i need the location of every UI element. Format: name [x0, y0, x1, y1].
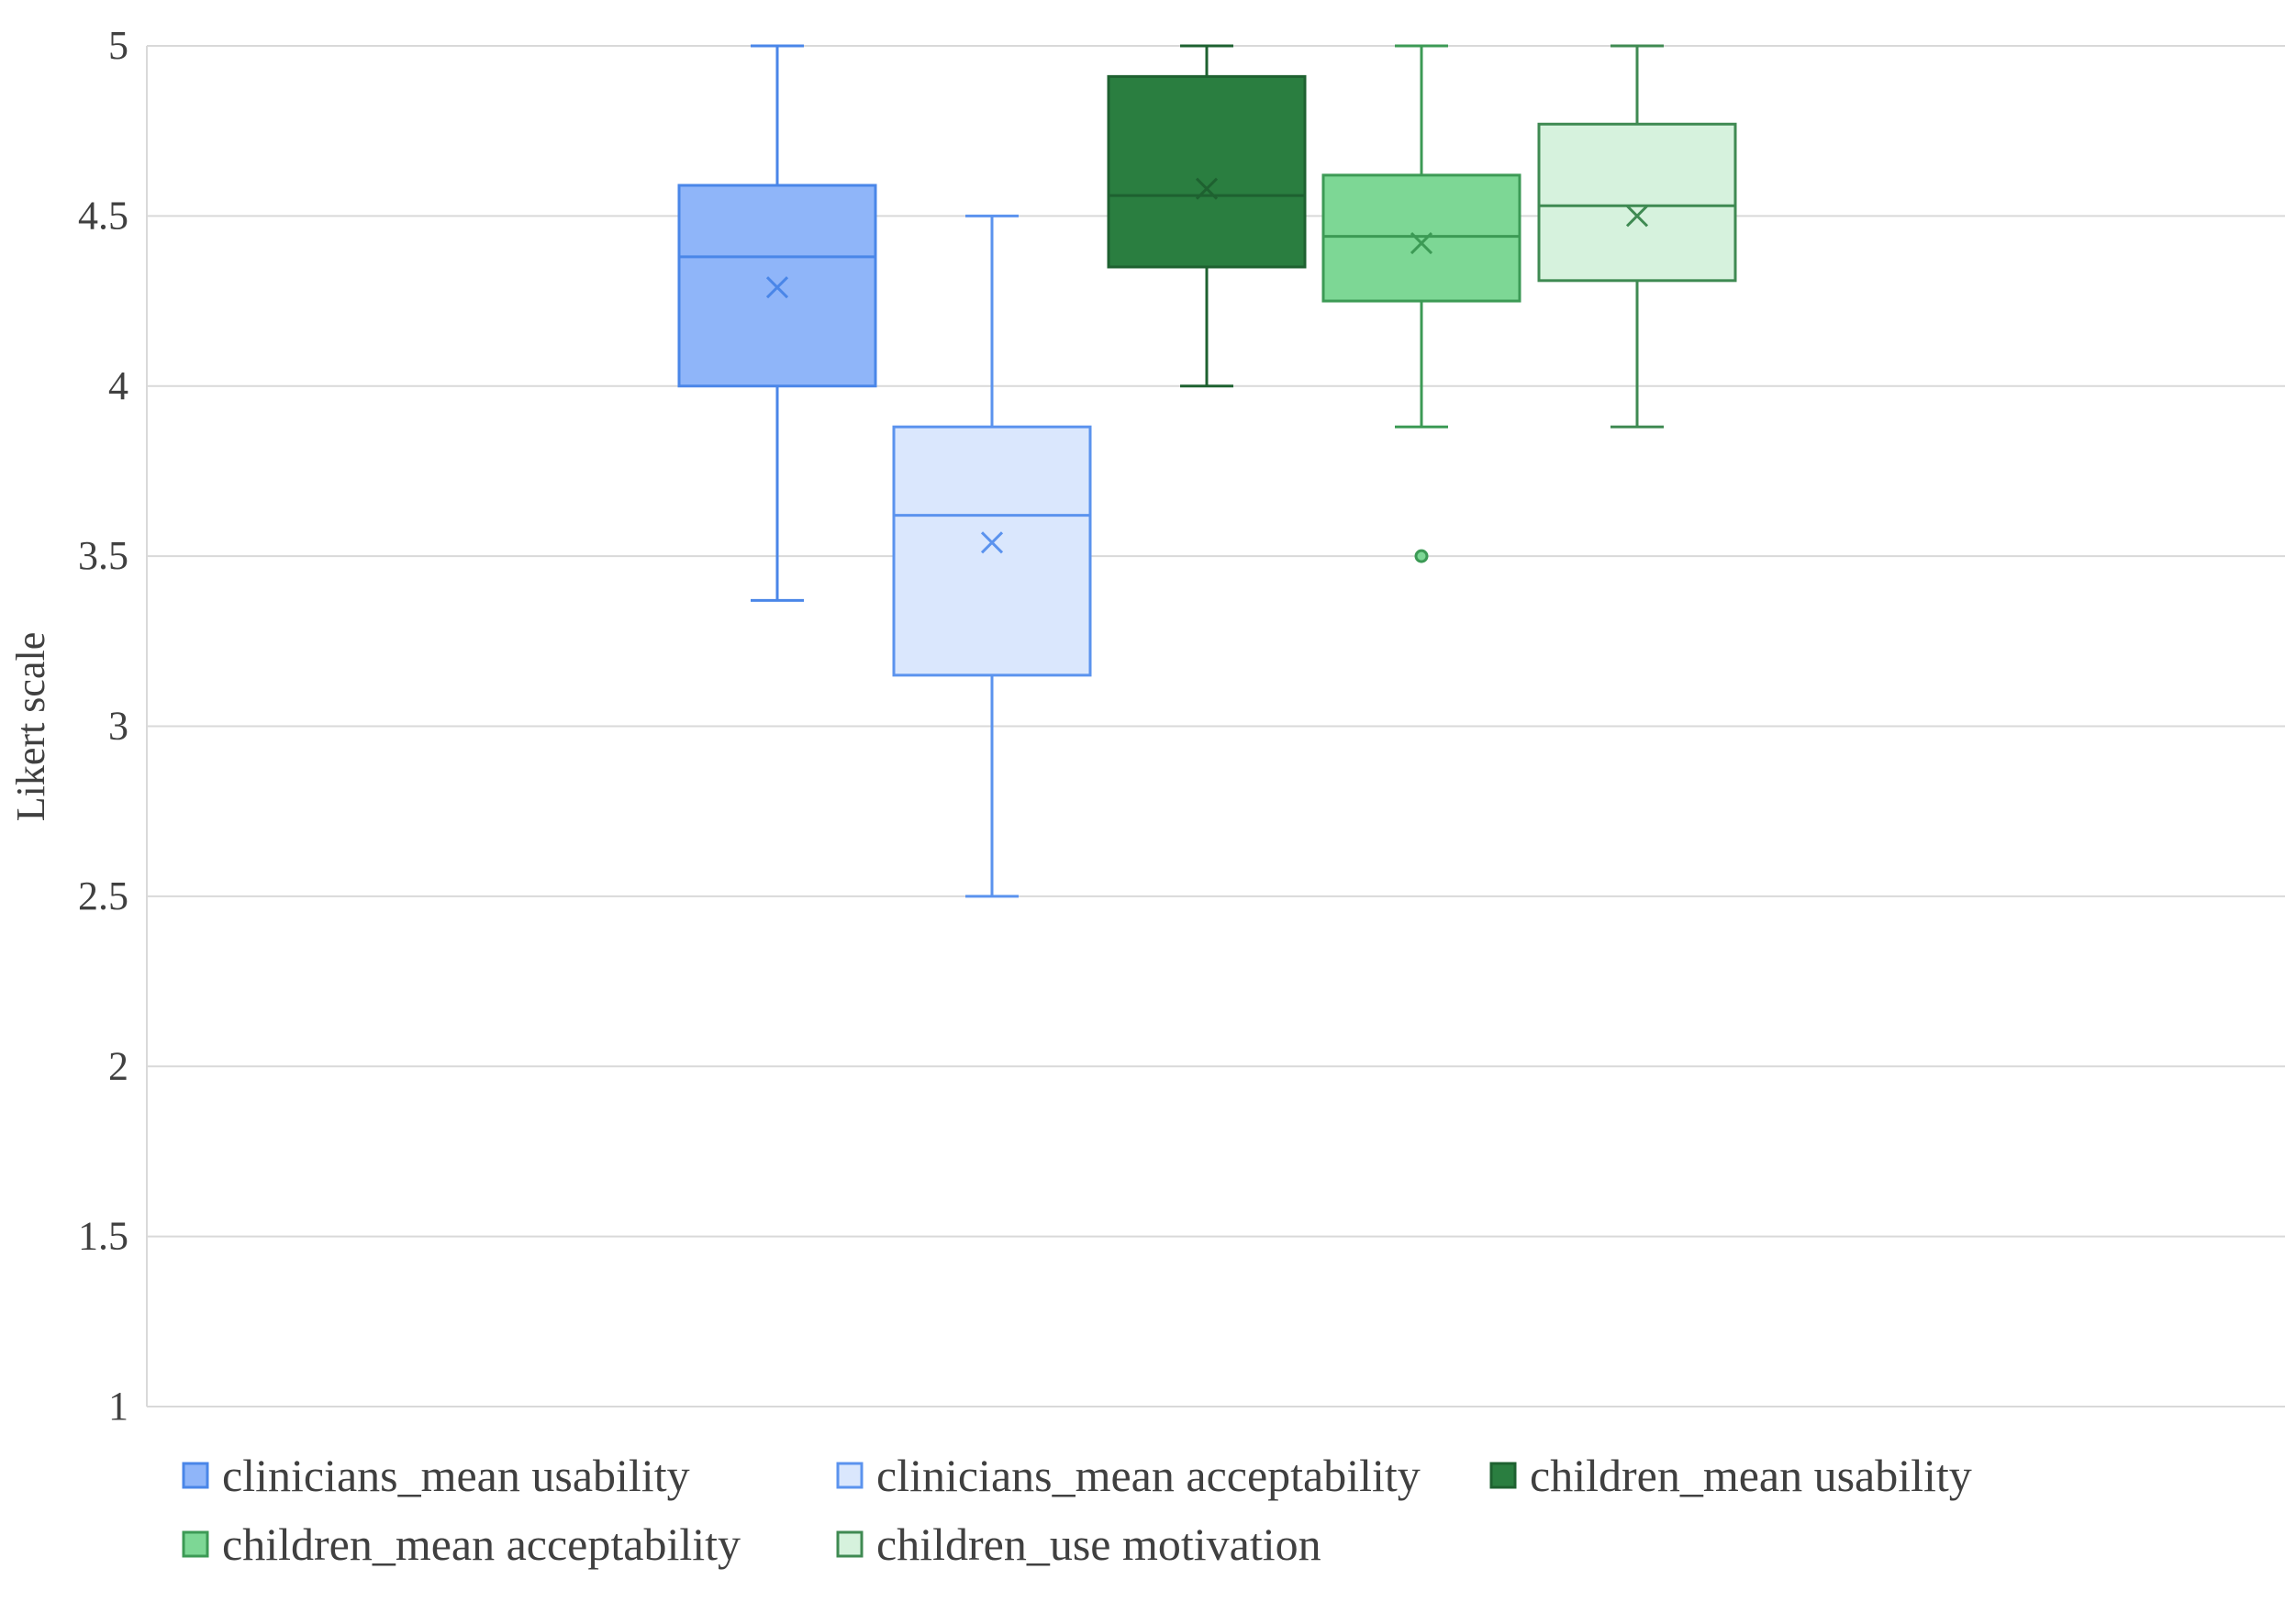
y-tick-label: 5 [108, 23, 128, 68]
legend-item: children_mean acceptability [182, 1519, 741, 1570]
y-tick-label: 3 [108, 704, 128, 749]
y-axis-title: Likert scale [8, 632, 53, 821]
y-tick-label: 3.5 [78, 533, 128, 578]
y-tick-label: 1.5 [78, 1214, 128, 1259]
iqr-box [1537, 122, 1737, 283]
y-tick-label: 4 [108, 363, 128, 408]
legend-swatch [182, 1462, 209, 1489]
mean-marker [1410, 231, 1433, 255]
legend-swatch [836, 1462, 864, 1489]
legend-label: clinicians_mean usability [222, 1450, 690, 1501]
mean-marker [1195, 177, 1219, 200]
outlier-point [1414, 549, 1429, 563]
legend-item: clinicians_mean usability [182, 1450, 690, 1501]
box-group [892, 214, 1092, 898]
legend-item: clinicians_mean acceptability [836, 1450, 1421, 1501]
mean-marker [1625, 205, 1649, 228]
legend-label: children_mean usability [1530, 1450, 1972, 1501]
box-group [1107, 44, 1307, 388]
y-tick-label: 2 [108, 1043, 128, 1088]
legend-swatch [836, 1530, 864, 1558]
legend-item: children_mean usability [1489, 1450, 1972, 1501]
iqr-box [1107, 74, 1307, 269]
mean-marker [980, 531, 1004, 554]
box-group [677, 44, 877, 602]
y-tick-label: 2.5 [78, 873, 128, 918]
y-axis-ticks: 1 1.5 2 2.5 3 3.5 4 4.5 5 [78, 23, 128, 1429]
mean-marker [765, 276, 789, 299]
y-tick-label: 4.5 [78, 193, 128, 238]
legend: clinicians_mean usability clinicians_mean… [182, 1450, 1972, 1570]
legend-swatch [1489, 1462, 1517, 1489]
iqr-box [1321, 173, 1521, 303]
y-tick-label: 1 [108, 1384, 128, 1429]
iqr-box [892, 425, 1092, 677]
boxes [677, 44, 1737, 898]
legend-label: children_mean acceptability [222, 1519, 741, 1570]
legend-label: children_use motivation [876, 1519, 1321, 1570]
legend-label: clinicians_mean acceptability [876, 1450, 1421, 1501]
box-group [1537, 44, 1737, 428]
legend-item: children_use motivation [836, 1519, 1321, 1570]
box-group [1321, 44, 1521, 563]
legend-swatch [182, 1530, 209, 1558]
